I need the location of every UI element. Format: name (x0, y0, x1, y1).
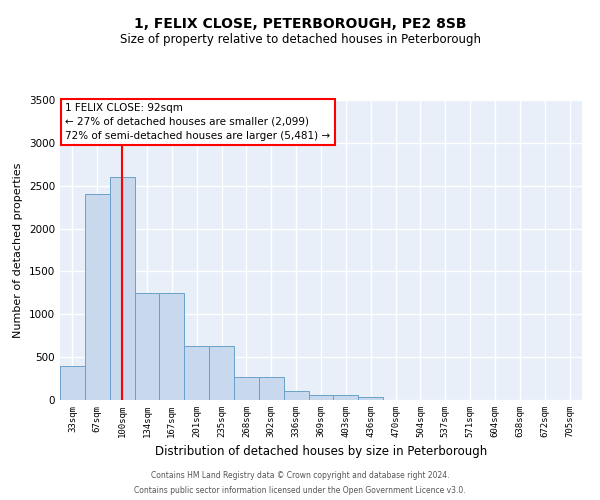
Y-axis label: Number of detached properties: Number of detached properties (13, 162, 23, 338)
Bar (134, 293, 160, 400)
Text: Contains public sector information licensed under the Open Government Licence v3: Contains public sector information licen… (134, 486, 466, 495)
Bar (334, 396, 358, 400)
X-axis label: Distribution of detached houses by size in Peterborough: Distribution of detached houses by size … (155, 446, 487, 458)
Bar (259, 377, 284, 400)
Bar (110, 177, 134, 400)
Bar (284, 392, 308, 400)
Text: Size of property relative to detached houses in Peterborough: Size of property relative to detached ho… (119, 32, 481, 46)
Bar (234, 377, 259, 400)
Text: 1 FELIX CLOSE: 92sqm
← 27% of detached houses are smaller (2,099)
72% of semi-de: 1 FELIX CLOSE: 92sqm ← 27% of detached h… (65, 103, 331, 141)
Bar (308, 395, 334, 400)
Bar (358, 396, 383, 400)
Text: 1, FELIX CLOSE, PETERBOROUGH, PE2 8SB: 1, FELIX CLOSE, PETERBOROUGH, PE2 8SB (134, 18, 466, 32)
Bar (160, 293, 184, 400)
Bar (85, 194, 110, 400)
Bar (184, 346, 209, 400)
Bar (60, 366, 85, 400)
Bar (209, 346, 234, 400)
Text: Contains HM Land Registry data © Crown copyright and database right 2024.: Contains HM Land Registry data © Crown c… (151, 471, 449, 480)
